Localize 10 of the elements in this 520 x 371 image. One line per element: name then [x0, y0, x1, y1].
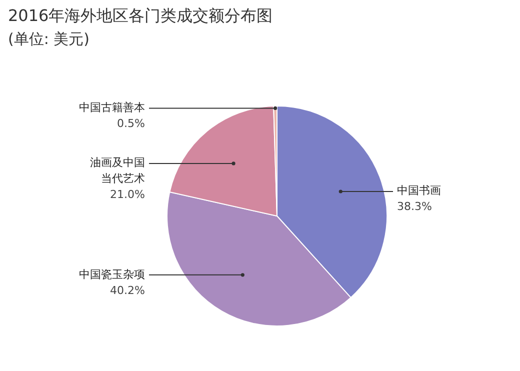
data-label: 38.3% — [397, 199, 433, 216]
data-label: 21.0% — [109, 187, 145, 204]
data-label: 0.5% — [116, 116, 145, 132]
slice-label: 中国古籍善本 — [78, 100, 145, 116]
slice-label: 中国书画 — [397, 183, 442, 200]
chart-subtitle: (单位: 美元) — [8, 30, 90, 49]
chart-title: 2016年海外地区各门类成交额分布图 — [8, 6, 273, 27]
slice-label: 中国瓷玉杂项 — [78, 266, 145, 283]
slice-label: 油画及中国当代艺术 — [89, 155, 145, 188]
data-label: 40.2% — [109, 282, 145, 299]
